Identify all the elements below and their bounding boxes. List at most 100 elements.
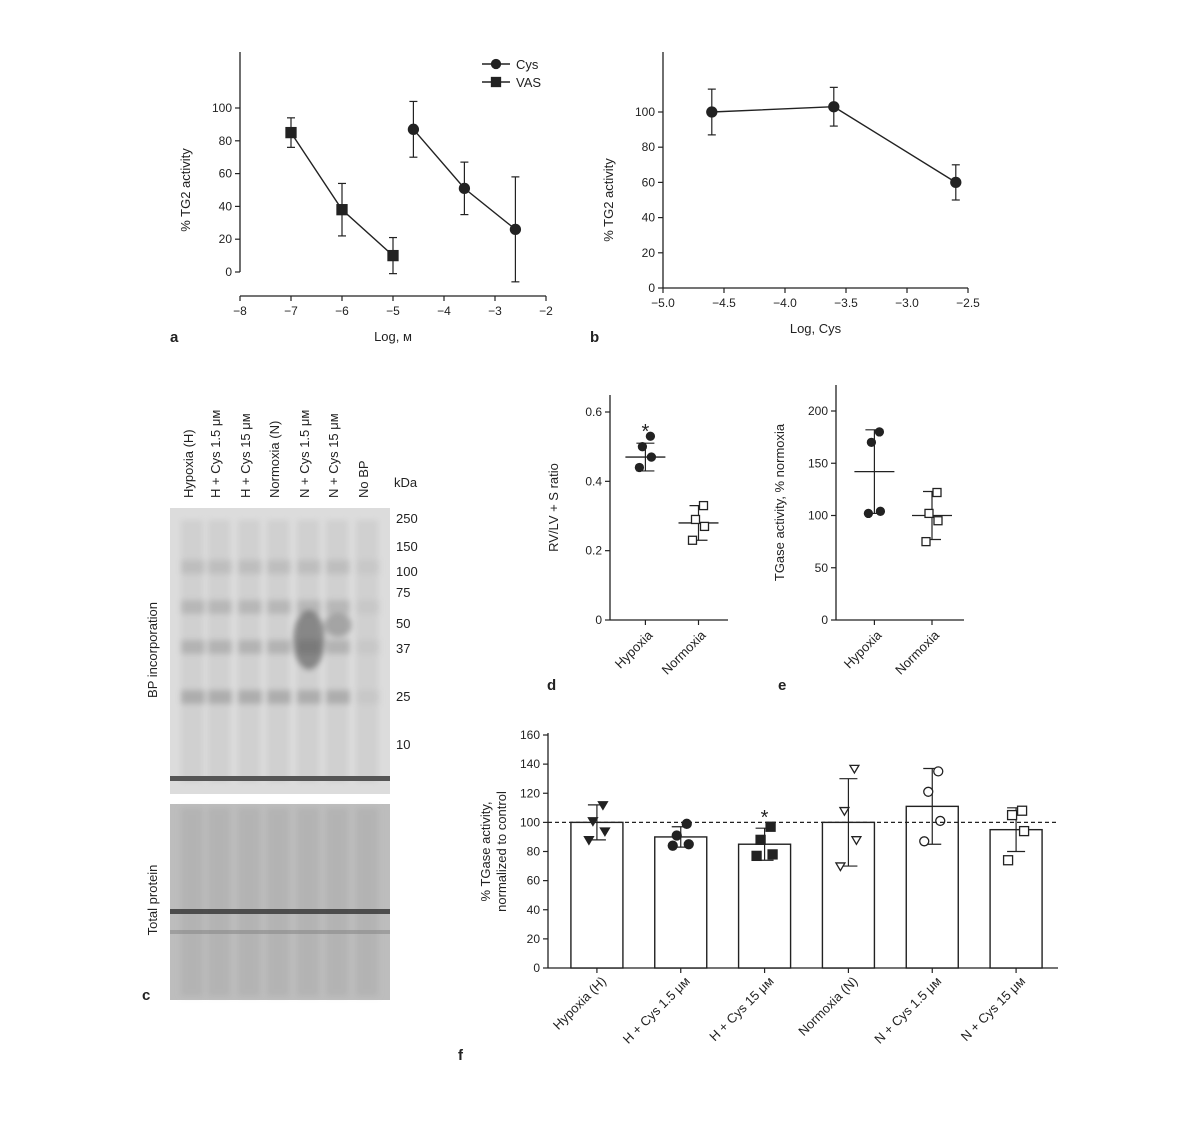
y-axis-label: RV/LV + S ratio <box>546 463 561 552</box>
y-tick-label: 40 <box>527 903 541 917</box>
data-point <box>919 836 930 847</box>
data-point <box>706 106 718 118</box>
dark-band <box>293 610 325 670</box>
data-point <box>645 431 656 441</box>
lane-label: H + Cys 1.5 μм <box>208 410 223 498</box>
y-axis-label: % TG2 activity <box>178 148 193 232</box>
y-tick-label: 200 <box>808 404 828 418</box>
data-point <box>336 204 348 216</box>
y-tick-label: 40 <box>219 199 233 213</box>
y-tick-label: 150 <box>808 456 828 470</box>
data-point <box>924 508 934 519</box>
bar <box>654 836 708 969</box>
x-tick-label: −3.0 <box>895 296 919 310</box>
x-tick-label: Normoxia (N) <box>795 974 860 1039</box>
data-point <box>667 840 678 851</box>
data-point <box>935 815 946 827</box>
chart-d: 0 0.2 0.4 0.6 Hypoxia Normoxia RV/LV + S ratio… <box>546 395 728 677</box>
gel-lane <box>326 808 348 996</box>
data-point <box>690 514 701 525</box>
x-tick-label: −6 <box>335 304 349 318</box>
marker-label: 75 <box>396 585 410 600</box>
data-point <box>687 535 698 545</box>
data-point <box>646 452 657 462</box>
data-point <box>634 462 645 473</box>
y-tick-label: 50 <box>815 561 829 575</box>
y-tick-label: 80 <box>219 134 233 148</box>
x-tick-label: −2.5 <box>956 296 980 310</box>
x-tick-label: −5.0 <box>651 296 675 310</box>
legend-marker <box>490 58 502 70</box>
data-point <box>1002 855 1014 866</box>
data-point <box>767 849 778 860</box>
marker-label: 50 <box>396 616 410 631</box>
data-point <box>874 427 885 437</box>
band <box>297 560 321 574</box>
lane-label: Normoxia (N) <box>267 421 282 498</box>
x-tick-label: −5 <box>386 304 400 318</box>
data-point <box>950 176 962 189</box>
data-point <box>637 442 648 452</box>
data-point <box>755 834 766 845</box>
gel-lane <box>297 808 319 996</box>
data-point <box>597 801 609 811</box>
y-tick-label: 0 <box>533 961 540 975</box>
band <box>208 640 232 654</box>
data-point <box>387 249 399 262</box>
x-tick-label: N + Cys 1.5 μм <box>871 973 944 1046</box>
marker-label: 25 <box>396 689 410 704</box>
band <box>181 560 205 574</box>
gel-lane <box>238 808 260 996</box>
x-tick-label: N + Cys 15 μм <box>958 973 1029 1044</box>
y-tick-label: 0 <box>225 265 232 279</box>
band <box>181 640 205 654</box>
band <box>267 690 291 704</box>
y-axis-label: % TG2 activity <box>601 158 616 242</box>
chart-e: 0 50 100 150 200 Hypoxia Normoxia TGase activit… <box>772 385 964 677</box>
x-tick-label: −2 <box>539 304 553 318</box>
lane-label: No BP <box>356 460 371 498</box>
panel-label-f: f <box>458 1047 464 1064</box>
band <box>238 560 262 574</box>
x-tick-label: Hypoxia <box>612 627 656 671</box>
x-tick-label: −4.5 <box>712 296 736 310</box>
data-point <box>875 506 886 516</box>
bar <box>989 828 1043 969</box>
y-tick-label: 60 <box>642 175 656 189</box>
y-tick-label: 0.4 <box>585 474 602 488</box>
x-tick-label: H + Cys 1.5 μм <box>620 973 693 1046</box>
lane-label: N + Cys 15 μм <box>326 413 341 498</box>
dark-band <box>324 613 352 637</box>
y-axis-label: TGase activity, % normoxia <box>772 423 787 581</box>
x-tick-label: −4.0 <box>773 296 797 310</box>
band <box>297 690 321 704</box>
band <box>208 690 232 704</box>
y-tick-label: 160 <box>520 728 540 742</box>
y-tick-label: 80 <box>527 845 541 859</box>
band <box>238 690 262 704</box>
gel-lane <box>208 808 230 996</box>
band <box>208 560 232 574</box>
marker-label: 250 <box>396 511 418 526</box>
data-point <box>599 827 611 837</box>
data-point <box>923 786 934 797</box>
y-tick-label: 80 <box>642 140 656 154</box>
data-point <box>921 536 931 547</box>
data-point <box>838 806 851 817</box>
y-axis-label-line: % TGase activity, <box>478 802 493 902</box>
band <box>208 600 232 614</box>
gel-bands <box>181 808 378 996</box>
band <box>356 640 380 654</box>
y-tick-label: 100 <box>635 105 655 119</box>
blot-bands <box>181 520 380 782</box>
y-tick-label: 0 <box>821 613 828 627</box>
x-tick-label: −8 <box>233 304 247 318</box>
y-tick-label: 0 <box>595 613 602 627</box>
data-point <box>1016 805 1028 816</box>
chart-a: 0 20 40 60 80 100 −8 −7 −6 −5 −4 −3 −2 Log, м % TG2 ac… <box>178 52 553 344</box>
data-point <box>285 126 297 139</box>
band <box>326 640 350 654</box>
gel-main-band <box>170 909 390 914</box>
blot-bottom-label: Total protein <box>145 865 160 936</box>
chart-f: 0 20 40 60 80 100 120 140 160 % TGase activity,no… <box>478 728 1058 1047</box>
